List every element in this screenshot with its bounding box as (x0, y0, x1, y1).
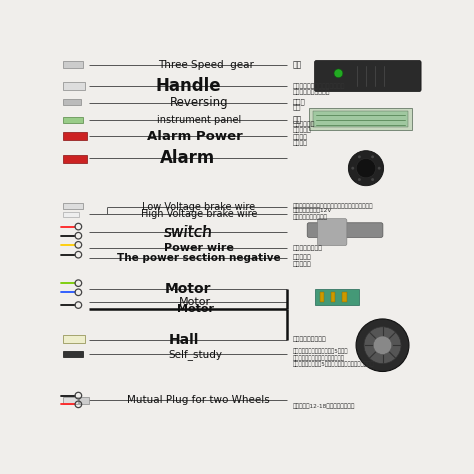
Text: 黄钥匙总线: 黄钥匙总线 (292, 261, 311, 267)
Circle shape (356, 319, 409, 372)
Text: High Voltage brake wire: High Voltage brake wire (141, 209, 257, 219)
Text: Alarm: Alarm (160, 149, 216, 167)
Bar (63, 99, 82, 105)
Bar (63, 335, 85, 343)
Circle shape (358, 155, 361, 158)
Bar (63, 397, 78, 404)
Text: Motor: Motor (179, 297, 211, 307)
Circle shape (371, 155, 374, 158)
Text: 粗黑接负极: 粗黑接负极 (292, 255, 311, 260)
Circle shape (378, 167, 381, 170)
Circle shape (358, 178, 361, 181)
Text: 霍尔线接线时，自学习线对插5秒后拔
掉并进行自学习，可以调节电机正反
电机反转就重新对插5秒钟分开，自学习不能一直插着。: 霍尔线接线时，自学习线对插5秒后拔 掉并进行自学习，可以调节电机正反 电机反转就… (292, 349, 374, 367)
Text: 低电瓶刹车断电（两调线直接对调，实现刹车断电）: 低电瓶刹车断电（两调线直接对调，实现刹车断电） (292, 204, 373, 210)
Text: 粗红线接电源正极: 粗红线接电源正极 (292, 245, 322, 251)
Circle shape (373, 336, 392, 355)
Text: 三速: 三速 (292, 60, 302, 69)
Bar (63, 82, 85, 91)
Circle shape (351, 167, 354, 170)
Circle shape (356, 159, 376, 178)
Circle shape (334, 69, 343, 78)
Text: Self_study: Self_study (168, 349, 222, 360)
Circle shape (364, 327, 401, 364)
Text: switch: switch (164, 225, 212, 239)
Bar (315, 289, 359, 305)
Bar (63, 211, 80, 217)
Bar (63, 155, 87, 163)
Text: Three Speed  gear: Three Speed gear (158, 60, 254, 70)
Text: 黑色刹车断电：接12V
正电压实现刹车断电线: 黑色刹车断电：接12V 正电压实现刹车断电线 (292, 208, 332, 219)
Text: switch: switch (164, 225, 212, 239)
FancyBboxPatch shape (315, 61, 421, 91)
Text: 红黑不能颠反
百别金属端
红线正极
黑色负极: 红黑不能颠反 百别金属端 红线正极 黑色负极 (292, 121, 315, 146)
Bar (63, 132, 87, 140)
Text: Handle: Handle (155, 77, 220, 95)
Bar (342, 292, 346, 302)
Text: Reversing: Reversing (170, 96, 228, 109)
Text: Low Voltage brake wire: Low Voltage brake wire (142, 201, 255, 211)
Circle shape (348, 151, 383, 186)
Text: 转把: 转把 (292, 104, 301, 110)
Circle shape (371, 178, 374, 181)
Text: 倒车，: 倒车， (292, 98, 305, 105)
Bar (80, 397, 89, 404)
Bar (309, 108, 412, 130)
Text: Motor: Motor (177, 304, 214, 314)
Text: 至学习插接电机字线: 至学习插接电机字线 (292, 337, 326, 342)
Bar (320, 292, 325, 302)
Text: The power section negative: The power section negative (117, 253, 281, 264)
Bar (63, 117, 83, 123)
Text: Alarm Power: Alarm Power (147, 129, 243, 143)
Text: 注意红黑线不能接反，和家插方
可，可以进行对调两角: 注意红黑线不能接反，和家插方 可，可以进行对调两角 (292, 83, 345, 95)
Bar (331, 292, 336, 302)
Text: Power wire: Power wire (164, 243, 234, 253)
Text: Motor: Motor (164, 283, 211, 296)
Bar (63, 351, 83, 357)
Text: 黄条颜色为12-18黄两刹灯对插接头: 黄条颜色为12-18黄两刹灯对插接头 (292, 403, 355, 409)
Text: instrument panel: instrument panel (157, 115, 241, 125)
Text: Hall: Hall (169, 333, 200, 347)
Text: Mutual Plug for two Wheels: Mutual Plug for two Wheels (128, 395, 270, 405)
Text: 仪表: 仪表 (292, 115, 302, 124)
Bar (63, 203, 83, 210)
Bar (63, 61, 83, 68)
FancyBboxPatch shape (307, 223, 383, 237)
FancyBboxPatch shape (318, 219, 347, 246)
Bar (313, 111, 408, 127)
